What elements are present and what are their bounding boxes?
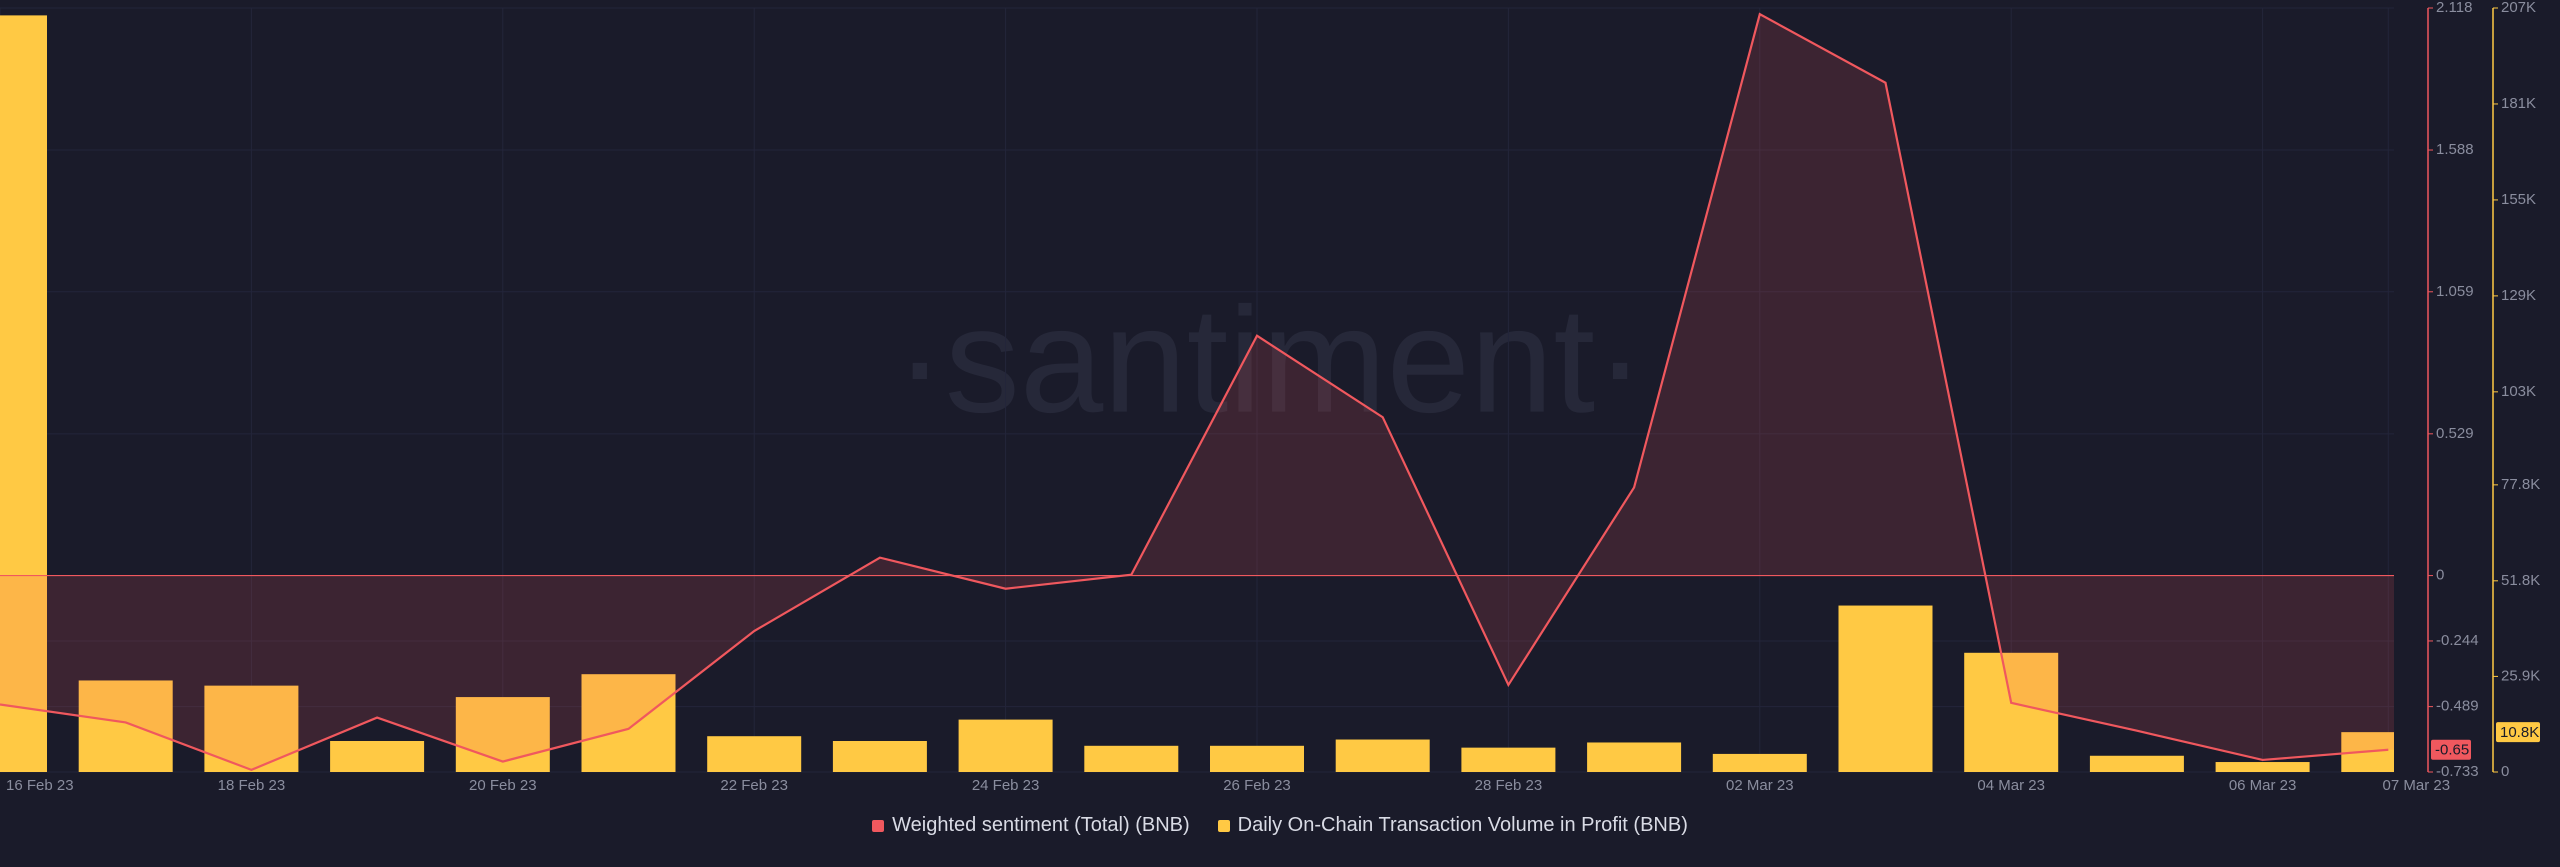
bar: [455, 697, 550, 772]
x-tick-label: 07 Mar 23: [2383, 777, 2451, 794]
bars: [0, 15, 2394, 772]
x-tick-label: 16 Feb 23: [6, 777, 74, 794]
x-tick-label: 28 Feb 23: [1475, 777, 1543, 794]
y2-tick-label: 77.8K: [2501, 476, 2540, 493]
bar: [1712, 753, 1807, 772]
y-tick-label: 1.588: [2436, 141, 2474, 158]
legend-label: Weighted sentiment (Total) (BNB): [892, 814, 1190, 836]
x-tick-label: 22 Feb 23: [720, 777, 788, 794]
x-tick-label: 18 Feb 23: [218, 777, 286, 794]
bar: [2089, 755, 2184, 772]
bar: [78, 680, 173, 772]
bar: [958, 719, 1053, 772]
x-tick-label: 26 Feb 23: [1223, 777, 1291, 794]
value-tag: -0.65: [2435, 742, 2469, 759]
y2-tick-label: 181K: [2501, 95, 2536, 112]
sentiment-area: [0, 14, 2394, 770]
legend-swatch: [872, 819, 885, 832]
y2-tick-label: 25.9K: [2501, 667, 2540, 684]
x-tick-label: 24 Feb 23: [972, 777, 1040, 794]
bar: [1335, 739, 1430, 772]
bar: [707, 736, 802, 772]
y-tick-label: 2.118: [2436, 0, 2472, 16]
y2-tick-label: 207K: [2501, 0, 2536, 16]
y2-tick-label: 103K: [2501, 383, 2536, 400]
bar: [832, 740, 927, 772]
bar: [330, 740, 425, 772]
axes: 16 Feb 23 18 Feb 23 20 Feb 23 22 Feb 23 24 F…: [6, 0, 2540, 794]
y-tick-label: -0.733: [2436, 763, 2479, 780]
legend-swatch: [1217, 819, 1230, 832]
legend: Weighted sentiment (Total) (BNB) Daily On…: [0, 814, 2560, 837]
y-tick-label: 0.529: [2436, 425, 2474, 442]
bar: [1964, 652, 2059, 772]
y-tick-label: 0: [2436, 567, 2444, 584]
watermark: ·santiment·: [895, 276, 1645, 444]
y2-tick-label: 155K: [2501, 191, 2536, 208]
bar: [1461, 747, 1556, 772]
legend-item[interactable]: Weighted sentiment (Total) (BNB): [872, 814, 1190, 837]
bar: [1084, 745, 1179, 772]
y-tick-label: -0.244: [2436, 632, 2479, 649]
bar: [1838, 605, 1933, 772]
y2-tick-label: 0: [2501, 763, 2509, 780]
lines: [0, 12, 2394, 772]
value-tag: 10.8K: [2500, 724, 2539, 741]
legend-label: Daily On-Chain Transaction Volume in Pro…: [1237, 814, 1688, 836]
y-tick-label: -0.489: [2436, 698, 2479, 715]
value-tag-bg: [2496, 722, 2540, 743]
bar: [1210, 745, 1304, 772]
x-tick-label: 20 Feb 23: [469, 777, 537, 794]
x-tick-label: 06 Mar 23: [2229, 777, 2297, 794]
bar: [2215, 762, 2310, 772]
y2-tick-label: 129K: [2501, 287, 2536, 304]
bar: [581, 674, 676, 772]
bar: [1587, 742, 1682, 772]
value-tag-bg: [2431, 739, 2471, 760]
x-tick-label: 04 Mar 23: [1977, 777, 2045, 794]
x-tick-label: 02 Mar 23: [1726, 777, 1794, 794]
sentiment-line: [0, 12, 2389, 772]
y-tick-label: 1.059: [2436, 283, 2474, 300]
bar: [0, 15, 47, 772]
legend-item[interactable]: Daily On-Chain Transaction Volume in Pro…: [1217, 814, 1688, 837]
y2-tick-label: 51.8K: [2501, 572, 2540, 589]
